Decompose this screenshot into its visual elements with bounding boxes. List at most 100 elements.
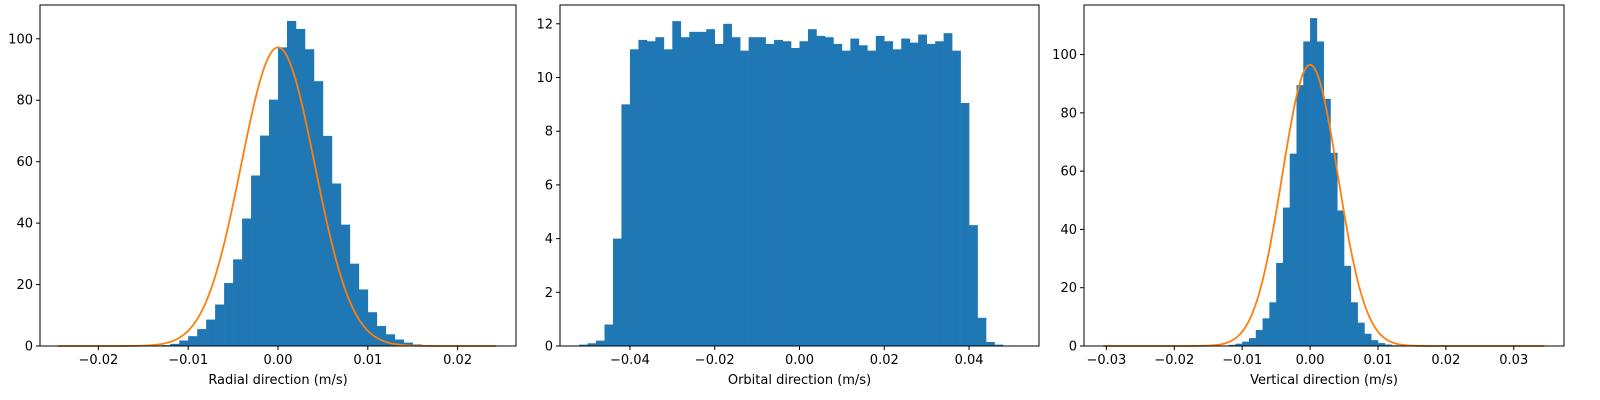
y-tick-label: 8 [545,125,553,140]
x-axis-label: Radial direction (m/s) [208,373,347,388]
histogram-bar [579,344,588,346]
histogram-bar [233,259,243,346]
histogram-bar [1242,341,1250,346]
histogram-bar [313,81,324,346]
y-tick-label: 40 [1060,223,1077,238]
histogram-bar [850,38,860,347]
x-tick-label: −0.04 [610,353,650,368]
histogram-bar [1357,322,1365,346]
histogram-bar [824,37,834,346]
histogram-bar [816,35,826,346]
histogram-bar [179,340,189,346]
histogram-panel-1: −0.02 −0.01 0.00 0.01 0.02 0 20 40 60 80 100 Radial… [8,4,517,388]
y-tick-label: 20 [16,278,33,293]
histogram-bar [791,47,800,347]
x-tick-label: 0.03 [1499,353,1528,368]
histogram-bar [799,41,809,346]
histogram-bar [740,50,749,347]
histogram-bar [367,312,378,346]
histogram-bar [1289,153,1297,346]
x-tick-label: −0.01 [1222,353,1262,368]
histogram-bar [322,135,333,346]
histogram-bar [807,29,817,346]
histogram-bar [1262,318,1270,346]
histogram-bar [197,329,207,346]
histogram-bar [986,341,995,346]
histogram-bar [242,218,252,346]
histogram-bar [1350,302,1358,346]
histogram-bar [714,43,724,347]
y-tick-label: 0 [1069,340,1077,355]
histogram-bar [1316,41,1324,347]
y-tick-label: 4 [545,232,553,247]
y-tick-label: 2 [545,286,553,301]
histogram-bar [723,23,732,347]
histogram-bar [170,343,180,346]
histogram-bar [748,37,758,346]
x-axis-label: Vertical direction (m/s) [1250,373,1398,388]
histogram-bar [1282,207,1291,346]
histogram-bar [385,334,396,346]
histogram-bar [629,49,639,347]
histogram-bar [260,135,270,346]
x-tick-label: −0.02 [1154,353,1194,368]
histogram-bar [1255,329,1263,346]
histogram-bar [349,263,360,346]
histogram-bar [621,104,631,346]
x-tick-label: −0.02 [695,353,735,368]
y-tick-label: 0 [25,340,33,355]
histogram-bar [833,43,843,347]
x-tick-label: 0.00 [264,353,293,368]
histogram-bar [680,37,690,346]
histogram-bar [1248,338,1257,346]
histogram-bar [672,21,682,347]
histogram-bar [697,31,707,346]
x-tick-label: 0.02 [1431,353,1460,368]
histogram-bar [224,283,234,346]
x-axis-label: Orbital direction (m/s) [728,373,871,388]
histogram-bar [969,225,978,346]
histogram-bar [1323,98,1331,346]
histogram-bar [960,103,970,346]
histogram-bar [1364,333,1372,346]
histogram-bar [269,99,279,347]
histogram-bar [596,340,605,346]
y-tick-label: 80 [1060,106,1077,121]
y-tick-label: 20 [1060,281,1077,296]
histogram-bar [403,342,414,346]
x-tick-label: 0.00 [785,353,814,368]
y-tick-label: 0 [545,340,553,355]
x-tick-label: 0.00 [1296,353,1325,368]
y-tick-label: 40 [16,217,33,232]
histogram-bar [731,37,741,346]
histogram-bar [765,43,775,347]
x-tick-label: 0.01 [353,353,382,368]
y-tick-label: 80 [16,94,33,109]
histogram-bar [604,324,614,346]
histogram-bar [1384,344,1392,346]
histogram-bar [858,45,868,346]
histogram-bar [943,33,953,346]
histogram-bar [977,317,987,346]
histogram-bar [188,336,198,346]
histogram-bar [394,339,405,346]
histogram-bar [1344,265,1352,346]
histogram-bar [1377,343,1386,346]
histogram-bar [909,42,919,347]
y-tick-label: 100 [1052,48,1077,63]
histogram-bar [867,50,877,347]
y-tick-label: 60 [16,155,33,170]
histogram-bar [884,41,894,346]
histogram-bar [663,49,673,347]
histogram-bar [358,289,369,346]
x-tick-label: −0.01 [168,353,208,368]
x-tick-label: 0.04 [955,353,984,368]
histogram-bar [918,34,927,346]
y-tick-label: 12 [536,17,553,32]
x-tick-label: 0.02 [443,353,472,368]
y-tick-label: 6 [545,178,553,193]
histogram-bar [782,41,792,346]
histogram-bar [295,28,306,347]
histogram-bar [340,224,351,346]
